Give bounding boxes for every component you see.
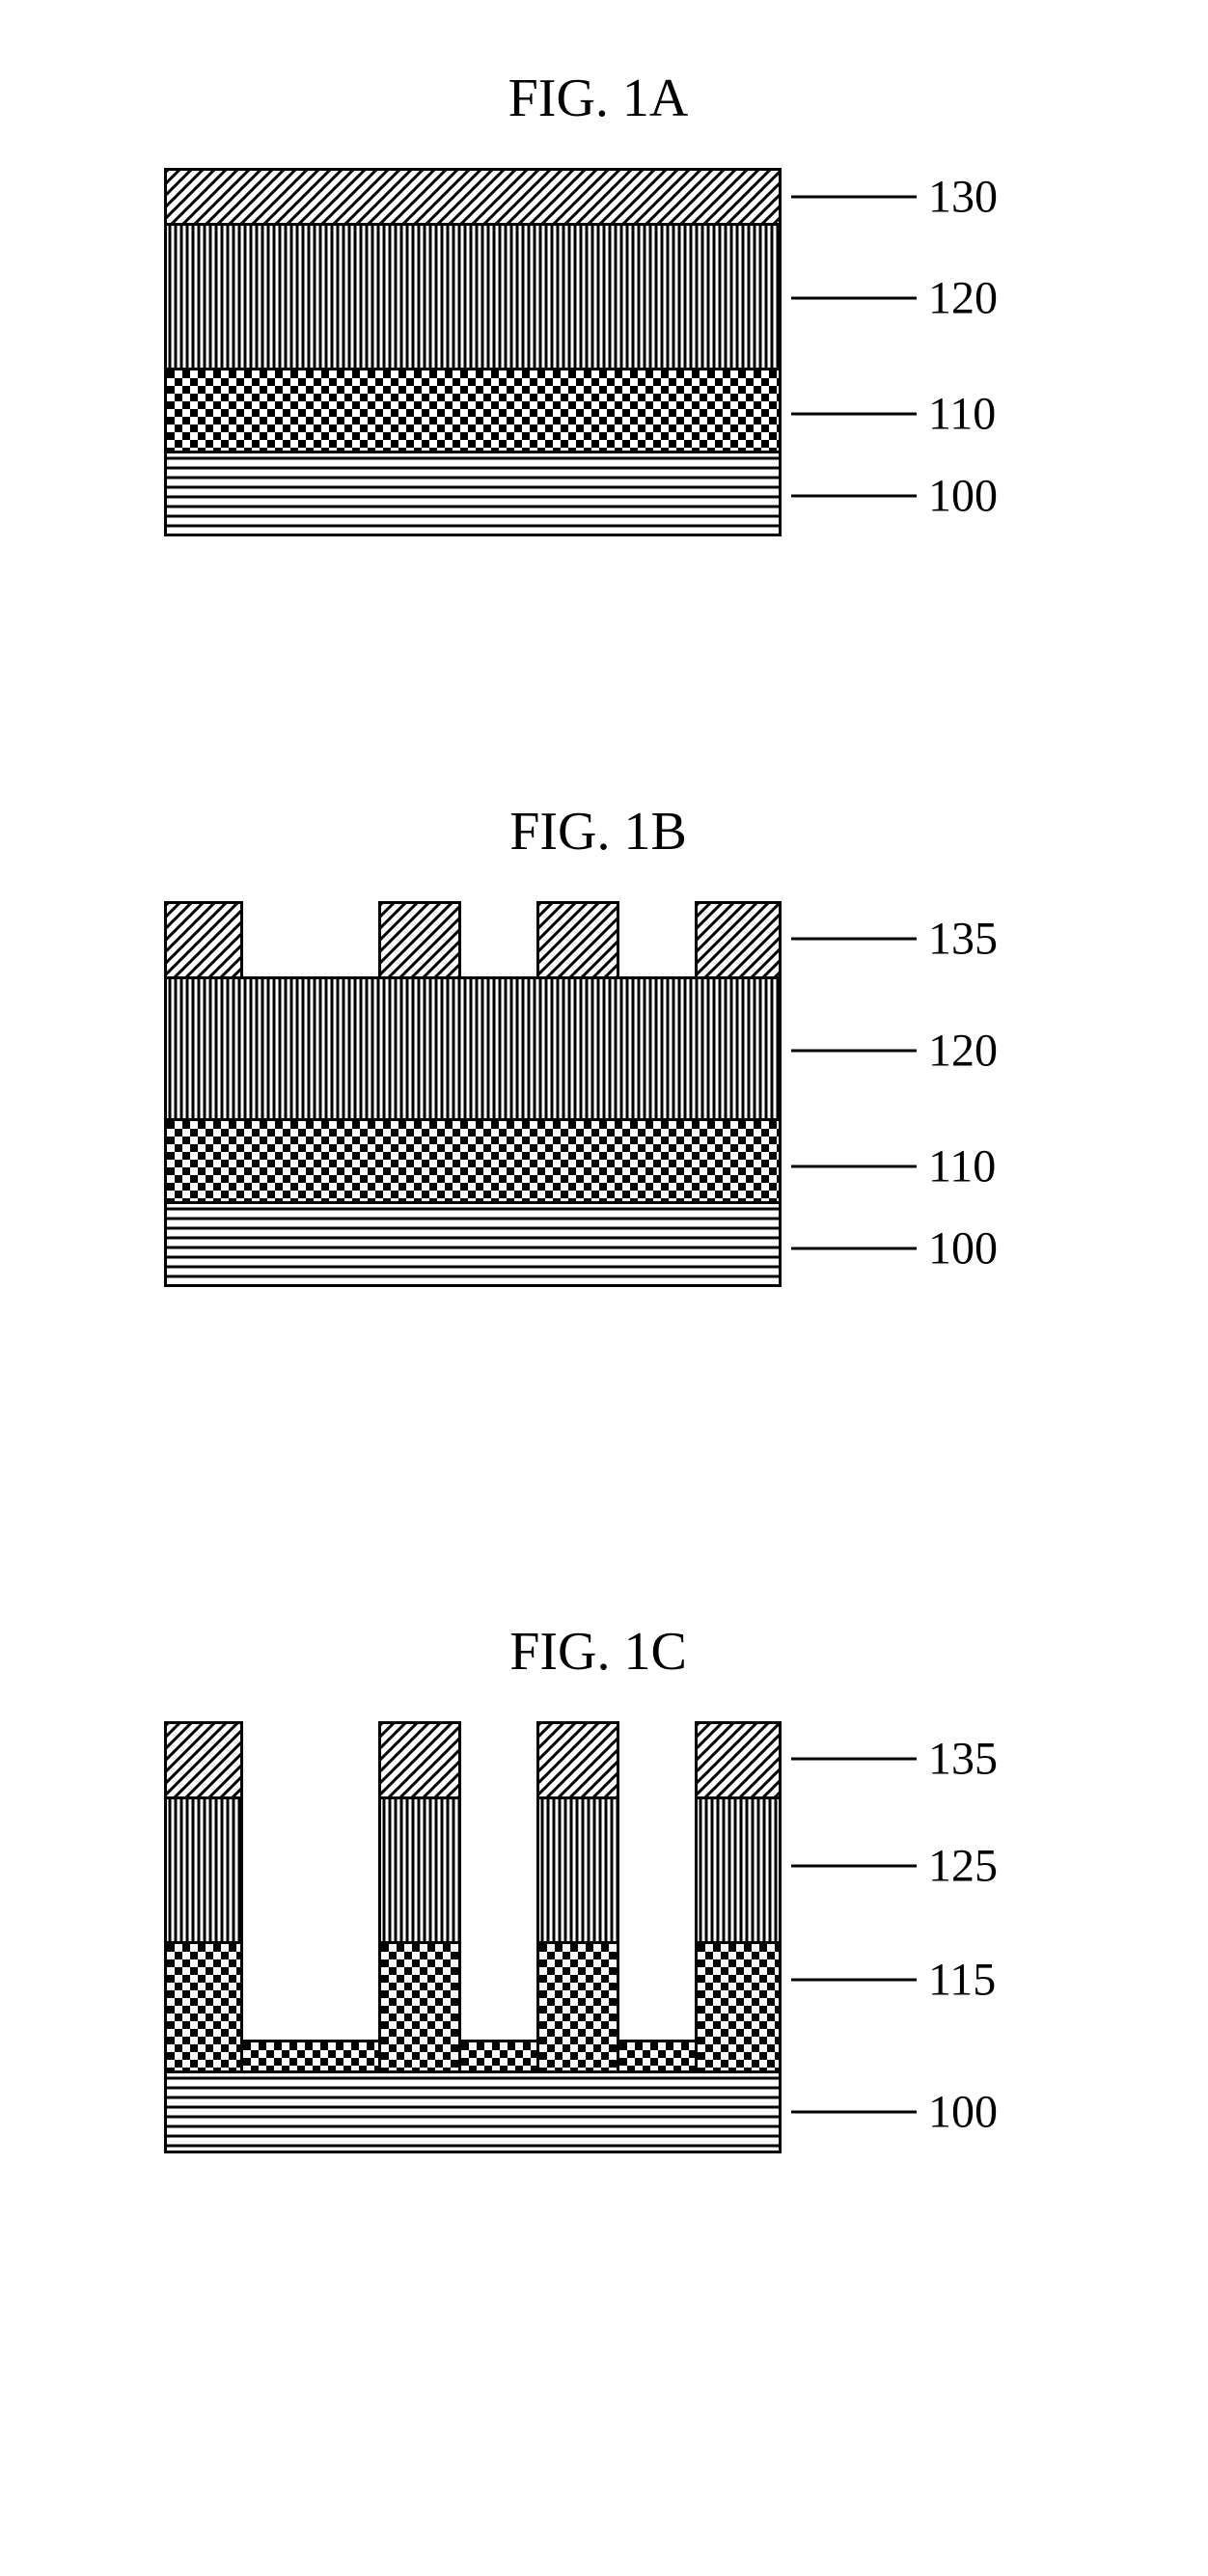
- mask-row-135: [164, 901, 782, 976]
- gap: [243, 1796, 378, 1941]
- layer-110: [164, 370, 782, 453]
- layer-110: [164, 1121, 782, 1204]
- figure-1c: FIG. 1C: [164, 1621, 1032, 2175]
- gap: [243, 1721, 378, 1796]
- gap: [619, 1721, 695, 1796]
- gap: [619, 1796, 695, 1941]
- seg-135: [378, 1721, 461, 1796]
- leader-line: [791, 495, 917, 498]
- gap: [461, 1721, 536, 1796]
- figure-1b: FIG. 1B 135 120 110 100: [164, 801, 1032, 1306]
- seg-125: [536, 1796, 619, 1941]
- leader-line: [791, 938, 917, 941]
- gap: [461, 1796, 536, 1941]
- layer-100: [164, 453, 782, 536]
- label-100: 100: [928, 470, 998, 523]
- leader-line: [791, 1050, 917, 1053]
- seg-115-floor: [461, 2040, 536, 2070]
- label-110: 110: [928, 1140, 996, 1193]
- leader-line: [791, 1165, 917, 1168]
- row-115: [164, 1941, 782, 2070]
- label-125: 125: [928, 1840, 998, 1893]
- figure-1a: FIG. 1A 130 120 110 100: [164, 68, 1032, 554]
- seg-125: [378, 1796, 461, 1941]
- mask-seg: [695, 901, 782, 976]
- layer-120: [164, 226, 782, 370]
- mask-gap: [243, 901, 378, 976]
- mask-seg: [536, 901, 619, 976]
- seg-135: [695, 1721, 782, 1796]
- leader-line: [791, 1979, 917, 1982]
- label-135: 135: [928, 1733, 998, 1786]
- label-100: 100: [928, 2086, 998, 2139]
- label-120: 120: [928, 272, 998, 325]
- seg-135: [164, 1721, 243, 1796]
- seg-125: [695, 1796, 782, 1941]
- seg-115-pillar: [536, 1941, 619, 2070]
- leader-line: [791, 413, 917, 416]
- seg-115-pillar: [378, 1941, 461, 2070]
- figure-1b-diagram: 135 120 110 100: [164, 901, 1032, 1306]
- layer-100: [164, 2070, 782, 2153]
- seg-125: [164, 1796, 243, 1941]
- seg-135: [536, 1721, 619, 1796]
- label-100: 100: [928, 1222, 998, 1275]
- layer-120: [164, 976, 782, 1121]
- label-135: 135: [928, 913, 998, 966]
- leader-line: [791, 2111, 917, 2114]
- leader-line: [791, 196, 917, 199]
- leader-line: [791, 1758, 917, 1761]
- figure-1c-title: FIG. 1C: [164, 1621, 1032, 1683]
- seg-115-floor: [243, 2040, 378, 2070]
- row-135: [164, 1721, 782, 1796]
- label-120: 120: [928, 1025, 998, 1078]
- figure-1a-title: FIG. 1A: [164, 68, 1032, 129]
- layer-130: [164, 168, 782, 226]
- leader-line: [791, 1247, 917, 1250]
- mask-seg: [164, 901, 243, 976]
- seg-115-pillar: [164, 1941, 243, 2070]
- leader-line: [791, 297, 917, 300]
- seg-115-pillar: [695, 1941, 782, 2070]
- row-125: [164, 1796, 782, 1941]
- seg-115-floor: [619, 2040, 695, 2070]
- label-130: 130: [928, 171, 998, 224]
- leader-line: [791, 1865, 917, 1868]
- figure-1c-diagram: 135 125 115 100: [164, 1721, 1032, 2175]
- label-115: 115: [928, 1954, 996, 2007]
- mask-gap: [619, 901, 695, 976]
- layer-100: [164, 1204, 782, 1287]
- label-110: 110: [928, 388, 996, 441]
- mask-seg: [378, 901, 461, 976]
- figure-1b-title: FIG. 1B: [164, 801, 1032, 863]
- mask-gap: [461, 901, 536, 976]
- figure-1a-diagram: 130 120 110 100: [164, 168, 1032, 554]
